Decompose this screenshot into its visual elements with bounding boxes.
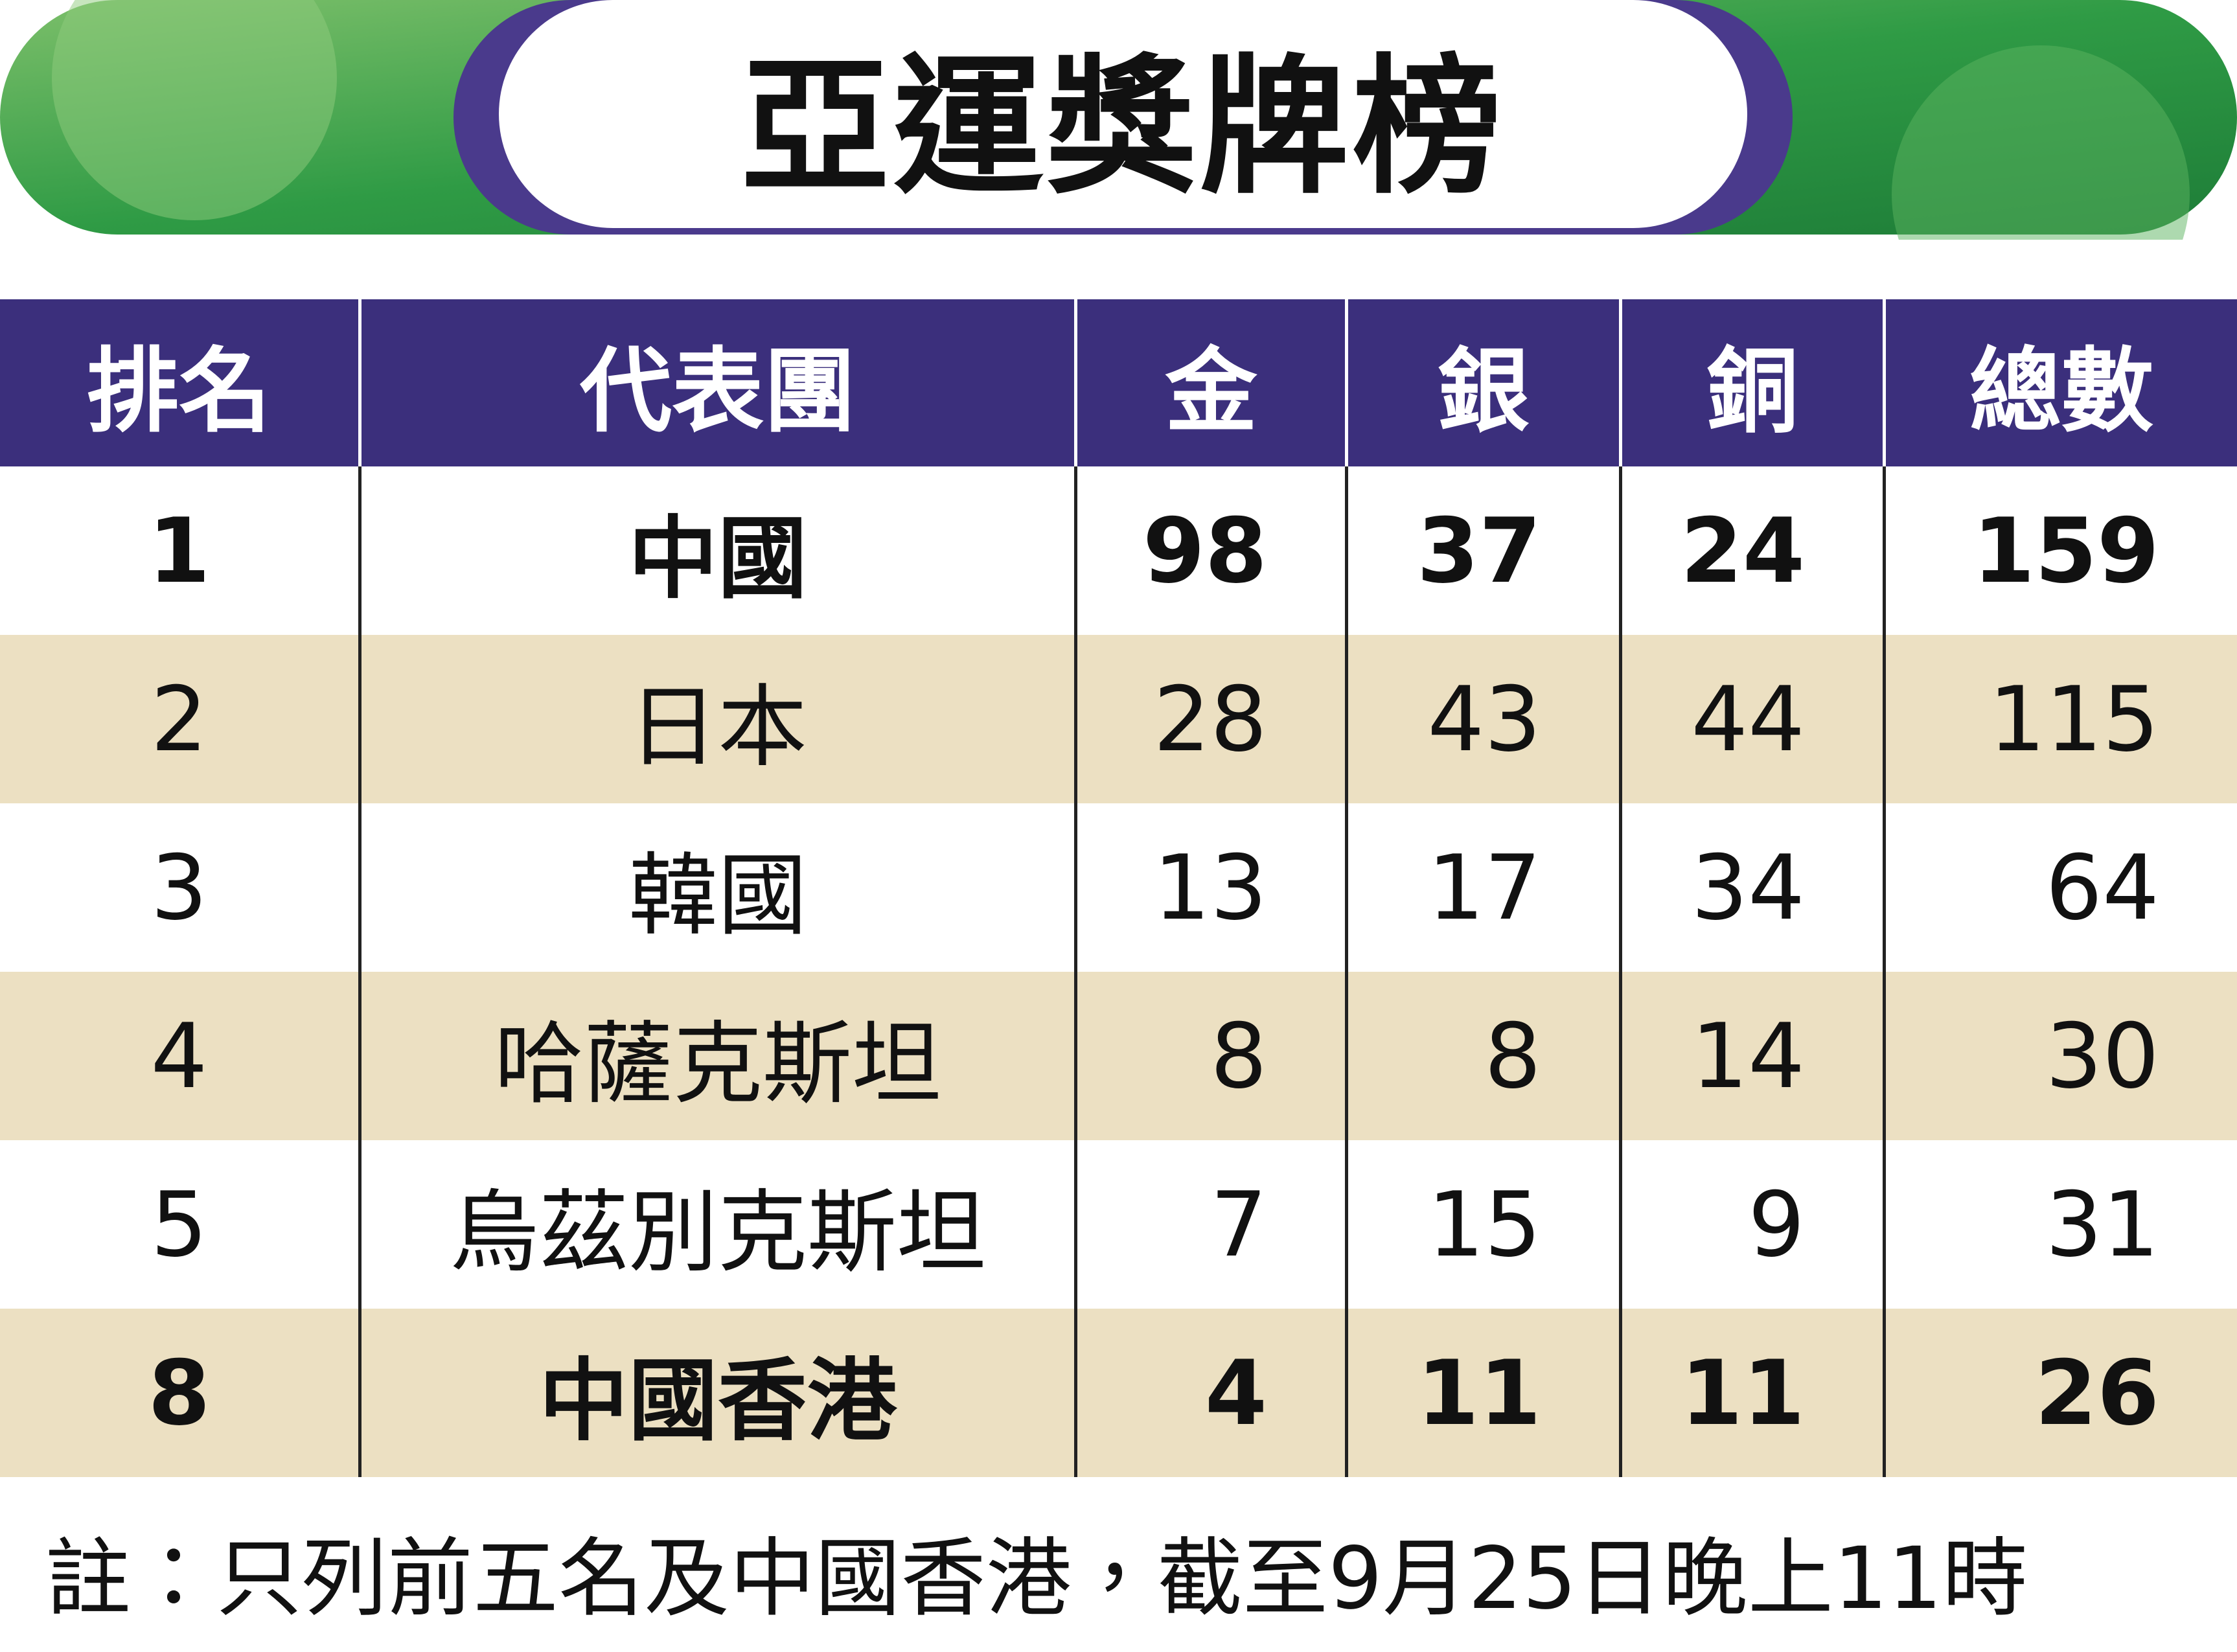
count-cell: 24 <box>1619 466 1883 635</box>
count-cell: 15 <box>1345 1140 1619 1309</box>
count-cell: 28 <box>1074 635 1345 803</box>
count-cell: 34 <box>1619 803 1883 972</box>
banner <box>0 0 2237 240</box>
team-cell: 哈薩克斯坦 <box>358 972 1074 1140</box>
rank-cell: 5 <box>150 1172 208 1277</box>
title: 亞運獎牌榜 <box>740 41 1506 214</box>
team-cell: 中國香港 <box>358 1309 1074 1477</box>
count-cell: 31 <box>1883 1140 2237 1309</box>
banner-pill <box>499 0 1747 228</box>
count-cell: 159 <box>1883 466 2237 635</box>
rank-cell: 1 <box>148 498 211 603</box>
count-cell: 7 <box>1074 1140 1345 1309</box>
count-cell: 9 <box>1619 1140 1883 1309</box>
header-cell: 金 <box>1074 299 1345 466</box>
count-cell: 30 <box>1883 972 2237 1140</box>
count-cell: 98 <box>1074 466 1345 635</box>
header-row: 排名 代表團金銀銅總數 <box>0 299 2237 466</box>
table-row: 4 哈薩克斯坦 8 8 14 30 <box>0 972 2237 1140</box>
team-cell: 烏茲別克斯坦 <box>358 1140 1074 1309</box>
count-cell: 64 <box>1883 803 2237 972</box>
header-cell: 代表團 <box>358 299 1074 466</box>
count-cell: 37 <box>1345 466 1619 635</box>
team-cell: 中國 <box>358 466 1074 635</box>
count-cell: 43 <box>1345 635 1619 803</box>
team-cell: 韓國 <box>358 803 1074 972</box>
rank-cell: 2 <box>150 667 208 772</box>
team-cell: 日本 <box>358 635 1074 803</box>
table-row: 1 中國 98 37 24 159 <box>0 466 2237 635</box>
rank-cell: 4 <box>150 1004 208 1108</box>
table-row: 5 烏茲別克斯坦 7 15 9 31 <box>0 1140 2237 1309</box>
count-cell: 14 <box>1619 972 1883 1140</box>
deco <box>52 0 337 220</box>
count-cell: 8 <box>1345 972 1619 1140</box>
count-cell: 17 <box>1345 803 1619 972</box>
count-cell: 44 <box>1619 635 1883 803</box>
header-cell: 銀 <box>1345 299 1619 466</box>
table-row: 3 韓國 13 17 34 64 <box>0 803 2237 972</box>
header-cell: 排名 <box>87 338 271 445</box>
count-cell: 115 <box>1883 635 2237 803</box>
header-cell: 銅 <box>1619 299 1883 466</box>
note: 註：只列前五名及中國香港，截至9月25日晚上11時 <box>45 1529 2028 1629</box>
rank-cell: 8 <box>148 1340 211 1445</box>
count-cell: 11 <box>1619 1309 1883 1477</box>
count-cell: 13 <box>1074 803 1345 972</box>
count-cell: 11 <box>1345 1309 1619 1477</box>
count-cell: 4 <box>1074 1309 1345 1477</box>
count-cell: 26 <box>1883 1309 2237 1477</box>
table-row: 2 日本 28 43 44 115 <box>0 635 2237 803</box>
medal-table: 排名 代表團金銀銅總數 1 中國 98 37 24 159 2 日本 28 43 44 115 3 韓國 13 1… <box>0 299 2237 1477</box>
header-cell: 總數 <box>1883 299 2237 466</box>
table-row: 8 中國香港 4 11 11 26 <box>0 1309 2237 1477</box>
rank-cell: 3 <box>150 835 208 940</box>
deco <box>1892 45 2190 240</box>
count-cell: 8 <box>1074 972 1345 1140</box>
